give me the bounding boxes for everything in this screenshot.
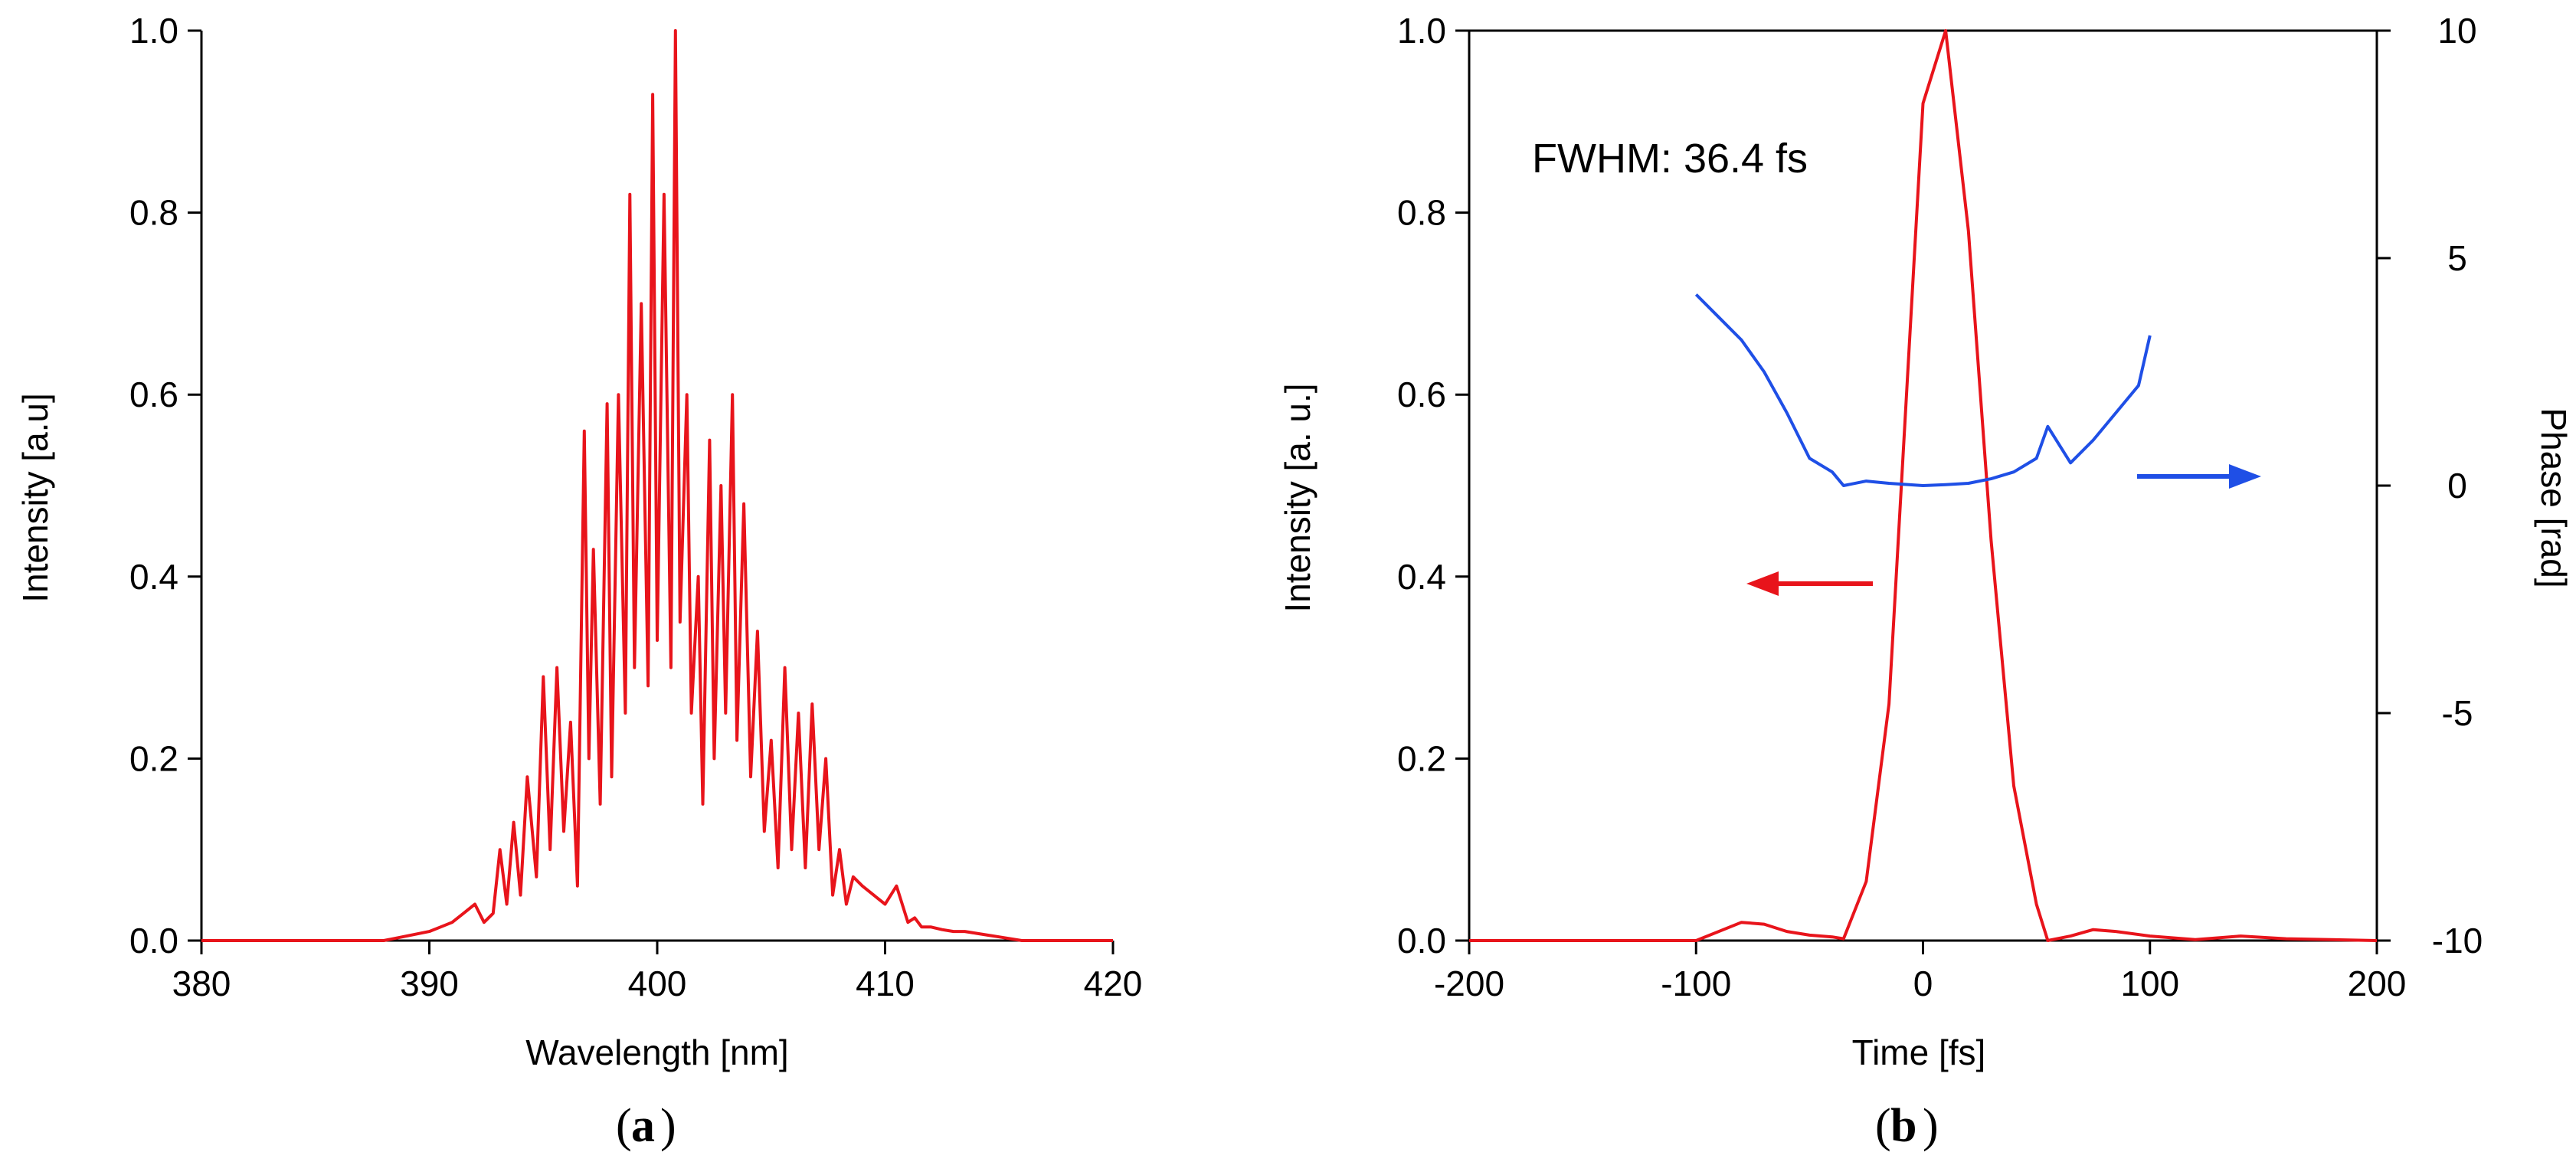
svg-text:): ) (1923, 1100, 1939, 1152)
panel-b-y2-tick-label: 5 (2447, 238, 2467, 278)
panel-b-y-tick-label: 0.2 (1397, 738, 1446, 778)
panel-a-y-tick-label: 0.6 (129, 375, 178, 414)
panel-b-x-tick-label: 0 (1913, 964, 1933, 1003)
svg-text:): ) (660, 1100, 676, 1152)
panel-b-y-tick-label: 1.0 (1397, 11, 1446, 51)
panel-b-y-tick-label: 0.8 (1397, 193, 1446, 233)
svg-text:(: ( (1875, 1100, 1891, 1152)
panel-a-x-tick-label: 390 (400, 964, 459, 1003)
panel-a-caption: ( a ) (616, 1100, 676, 1152)
intensity-axis-arrow (1746, 571, 1873, 596)
panel-b-caption: ( b ) (1875, 1100, 1939, 1152)
panel-a-y-tick-label: 1.0 (129, 11, 178, 51)
svg-text:(: ( (616, 1100, 632, 1152)
panel-b-series-phase (1694, 293, 2152, 487)
panel-b-y-tick-label: 0.0 (1397, 921, 1446, 960)
panel-a-y-tick-label: 0.8 (129, 193, 178, 233)
panel-a-y-tick-label: 0.4 (129, 557, 178, 597)
panel-b-y-ticks: 0.0 0.2 0.4 0.6 0.8 1.0 (1397, 11, 1469, 960)
panel-b-series (1469, 29, 2378, 942)
panel-a-x-tick-label: 400 (628, 964, 687, 1003)
panel-b-x-axis-title: Time [fs] (1852, 1032, 1986, 1072)
panel-b-y2-tick-label: -5 (2442, 693, 2473, 733)
panel-b-chart: -200 -100 0 100 200 0.00.20.40.60.81.0 -10-5… (1278, 11, 2574, 1152)
panel-a-y-ticks: 0.0 0.2 0.4 0.6 0.8 1.0 (129, 11, 201, 960)
panel-a-x-tick-label: 410 (856, 964, 915, 1003)
panel-a-y-tick-label: 0.0 (129, 921, 178, 960)
panel-b-y2-tick-label: -10 (2432, 921, 2483, 960)
panel-a-chart: 380 390 400 410 420 0.0 0.2 0.4 0.6 0.8 1.0 Wavel… (15, 11, 1142, 1152)
panel-a-series-spectrum (201, 29, 1113, 942)
panel-b-y2-tick-label: 0 (2447, 466, 2467, 506)
panel-a-x-tick-label: 420 (1084, 964, 1143, 1003)
panel-a-x-axis-title: Wavelength [nm] (525, 1032, 788, 1072)
panel-b-x-ticks: -200 -100 0 100 200 (1434, 941, 2406, 1003)
panel-a-y-axis-title: Intensity [a.u] (15, 393, 55, 603)
panel-b-x-tick-label: 100 (2120, 964, 2179, 1003)
panel-b-annotation-fwhm: FWHM: 36.4 fs (1532, 136, 1808, 182)
panel-a-caption-label: a (631, 1100, 655, 1152)
panel-b-y-tick-label: 0.6 (1397, 375, 1446, 414)
panel-b-x-tick-label: 200 (2348, 964, 2407, 1003)
panel-b-y2-axis-title: Phase [rad] (2534, 407, 2574, 587)
panel-a-y-tick-label: 0.2 (129, 738, 178, 778)
panel-b-y2-tick-label: 10 (2437, 11, 2476, 51)
panel-b-y-axis-title: Intensity [a. u.] (1278, 383, 1317, 612)
panel-a-x-ticks: 380 390 400 410 420 (172, 941, 1143, 1003)
phase-axis-arrow (2137, 464, 2261, 489)
panel-b-y2-ticks: -10 -5 0 5 10 (2377, 11, 2483, 960)
panel-b-y-tick-label: 0.4 (1397, 557, 1446, 597)
panel-a-x-tick-label: 380 (172, 964, 231, 1003)
panel-b-caption-label: b (1890, 1100, 1916, 1152)
panel-a-series (201, 29, 1113, 942)
panel-b-x-tick-label: -100 (1661, 964, 1731, 1003)
panel-b-series-intensity (1469, 29, 2378, 942)
panel-b-x-tick-label: -200 (1434, 964, 1504, 1003)
